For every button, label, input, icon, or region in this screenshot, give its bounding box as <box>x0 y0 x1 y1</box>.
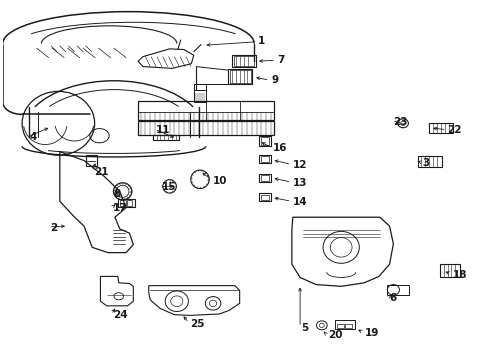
Text: 21: 21 <box>94 167 108 177</box>
Text: 17: 17 <box>113 203 127 213</box>
Bar <box>261 138 268 145</box>
Bar <box>261 194 268 200</box>
Text: 18: 18 <box>451 270 466 280</box>
Bar <box>439 264 459 278</box>
Bar <box>233 56 254 66</box>
Bar <box>259 136 270 146</box>
Text: 23: 23 <box>393 117 407 126</box>
Text: 19: 19 <box>364 328 378 338</box>
Text: 6: 6 <box>389 293 396 303</box>
Text: 12: 12 <box>292 160 307 170</box>
Bar <box>86 155 96 166</box>
Bar <box>193 84 205 90</box>
Bar <box>232 55 255 67</box>
Bar <box>227 69 252 84</box>
Bar <box>120 200 125 206</box>
Text: 16: 16 <box>272 143 286 153</box>
Text: 10: 10 <box>213 176 227 186</box>
Text: 9: 9 <box>270 75 278 85</box>
Text: 22: 22 <box>447 125 461 135</box>
Bar <box>259 193 270 201</box>
Text: 11: 11 <box>155 125 170 135</box>
Text: 8: 8 <box>113 189 120 199</box>
Bar <box>345 324 351 328</box>
Text: 3: 3 <box>422 158 429 168</box>
Text: 24: 24 <box>113 310 127 320</box>
Text: 2: 2 <box>50 223 57 233</box>
Bar <box>259 174 270 182</box>
Bar <box>126 200 132 206</box>
Bar <box>261 175 268 181</box>
Text: 20: 20 <box>327 330 342 340</box>
Bar <box>193 90 205 102</box>
Text: 7: 7 <box>277 55 284 65</box>
Text: 1: 1 <box>258 36 265 46</box>
Bar <box>118 199 135 207</box>
Text: 25: 25 <box>190 319 204 329</box>
Bar <box>152 135 179 140</box>
Bar <box>138 121 273 135</box>
Text: 15: 15 <box>161 182 176 192</box>
Bar <box>336 324 343 328</box>
Text: 13: 13 <box>292 178 307 188</box>
Bar <box>428 123 452 133</box>
Bar <box>259 155 270 163</box>
Bar <box>417 156 441 167</box>
Text: 5: 5 <box>301 323 308 333</box>
Bar <box>261 156 268 162</box>
Bar <box>335 320 354 329</box>
Bar <box>386 284 408 295</box>
Text: 14: 14 <box>292 197 307 207</box>
Bar <box>229 71 250 82</box>
Bar <box>138 101 273 121</box>
Text: 4: 4 <box>29 132 37 143</box>
